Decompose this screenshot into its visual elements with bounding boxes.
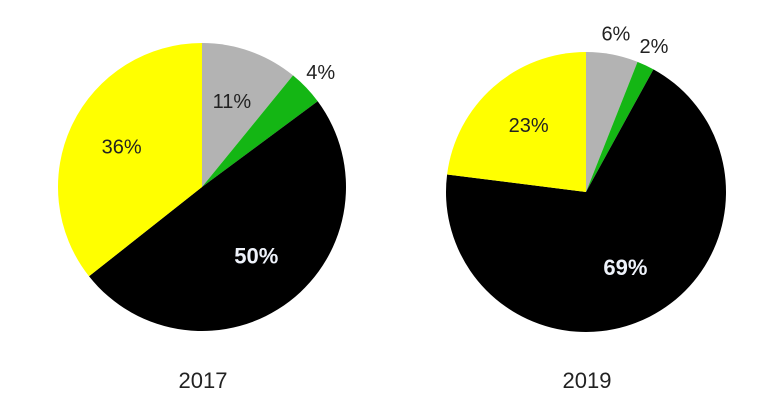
pie-2019-slice-0 (586, 52, 638, 192)
pie-2019-label-2: 69% (603, 255, 647, 280)
pie-2017-label-1: 4% (306, 62, 335, 84)
pie-2019-slice-2 (446, 69, 726, 332)
pie-2019-label-1: 2% (640, 36, 669, 58)
pie-2017-slice-2 (89, 101, 347, 332)
pie-2017-label-2: 50% (234, 244, 278, 269)
pie-2017-slice-3 (57, 43, 203, 277)
pie-2019-slice-1 (586, 61, 654, 192)
pie-caption-2019: 2019 (562, 368, 612, 393)
pie-caption-2017: 2017 (178, 368, 228, 393)
pie-2017-label-0: 11% (213, 91, 252, 113)
pie-2019-slice-3 (447, 52, 586, 192)
pie-2019-label-3: 23% (509, 115, 549, 137)
pie-2017-slice-1 (202, 75, 318, 187)
pie-2017-label-3: 36% (102, 136, 142, 158)
pie-2017-slice-0 (202, 43, 294, 187)
pie-2019-label-0: 6% (601, 24, 630, 46)
